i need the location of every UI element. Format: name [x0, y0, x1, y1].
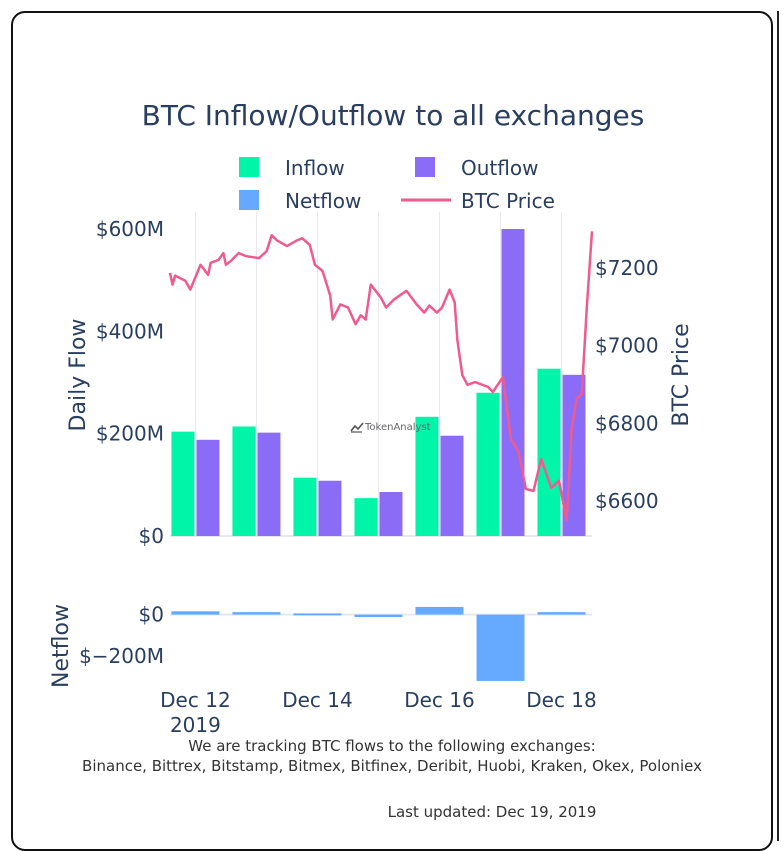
netflow-tick-label: $−200M [79, 644, 164, 668]
inflow-bar [476, 392, 500, 536]
footer-exchanges: Binance, Bittrex, Bitstamp, Bitmex, Bitf… [82, 757, 702, 775]
outflow-bar [379, 491, 403, 536]
legend-swatch [415, 157, 435, 177]
x-tick-year: 2019 [170, 713, 221, 737]
y-tick-label: $200M [96, 422, 164, 446]
inflow-bar [171, 431, 195, 536]
watermark-text: TokenAnalyst [364, 422, 431, 433]
netflow-bar [476, 614, 525, 681]
legend-label: Inflow [285, 156, 345, 180]
legend-swatch [239, 190, 259, 210]
bars [171, 229, 586, 681]
netflow-bar [537, 612, 586, 615]
legend-label: BTC Price [461, 189, 555, 213]
inflow-bar [232, 426, 256, 536]
netflow-axis-title: Netflow [49, 604, 74, 688]
y-tick-label: $0 [139, 524, 164, 548]
y-axis-title: Daily Flow [66, 319, 91, 432]
netflow-bar [171, 611, 220, 615]
inflow-bar [293, 477, 317, 536]
watermark: TokenAnalyst [350, 422, 431, 433]
y-tick-label: $400M [96, 319, 164, 343]
grid [170, 212, 592, 616]
legend-item-btc-price[interactable]: BTC Price [401, 189, 555, 213]
netflow-bar [354, 614, 403, 618]
y-tick-label: $600M [96, 217, 164, 241]
x-tick-label: Dec 18 [526, 688, 597, 712]
netflow-bar [293, 613, 342, 616]
btc-price-line [168, 231, 594, 522]
legend-label: Outflow [461, 156, 538, 180]
footer-updated: Last updated: Dec 19, 2019 [387, 803, 597, 821]
outflow-bar [196, 439, 220, 536]
y2-tick-label: $7000 [595, 334, 659, 358]
chart-card [11, 11, 773, 851]
y2-tick-label: $6600 [595, 489, 659, 513]
price-series [168, 231, 594, 522]
chart-title: BTC Inflow/Outflow to all exchanges [142, 99, 645, 132]
y2-tick-label: $7200 [595, 256, 659, 280]
legend-item-outflow[interactable]: Outflow [415, 156, 538, 180]
legend-label: Netflow [285, 189, 361, 213]
netflow-bar [415, 606, 464, 615]
x-tick-label: Dec 14 [282, 688, 353, 712]
footer-tracking: We are tracking BTC flows to the followi… [188, 737, 596, 755]
inflow-bar [415, 416, 439, 536]
legend[interactable]: Inflow Outflow Netflow BTC Price [239, 156, 555, 213]
netflow-bar [232, 612, 281, 615]
outflow-bar [318, 480, 342, 536]
x-tick-label: Dec 12 [160, 688, 231, 712]
inflow-bar [354, 498, 378, 536]
window-edge [777, 11, 779, 841]
y2-tick-label: $6800 [595, 411, 659, 435]
legend-swatch [239, 157, 259, 177]
x-tick-label: Dec 16 [404, 688, 475, 712]
outflow-bar [257, 432, 281, 536]
legend-item-inflow[interactable]: Inflow [239, 156, 345, 180]
netflow-tick-label: $0 [139, 603, 164, 627]
outflow-bar [440, 435, 464, 536]
legend-item-netflow[interactable]: Netflow [239, 189, 361, 213]
y2-axis-title: BTC Price [669, 323, 694, 426]
watermark-chart-icon [350, 422, 364, 432]
inflow-bar [537, 368, 561, 536]
axes: $0 $200M $400M $600M $6600 $6800 $7000 $7200 $0 $… [79, 217, 659, 737]
